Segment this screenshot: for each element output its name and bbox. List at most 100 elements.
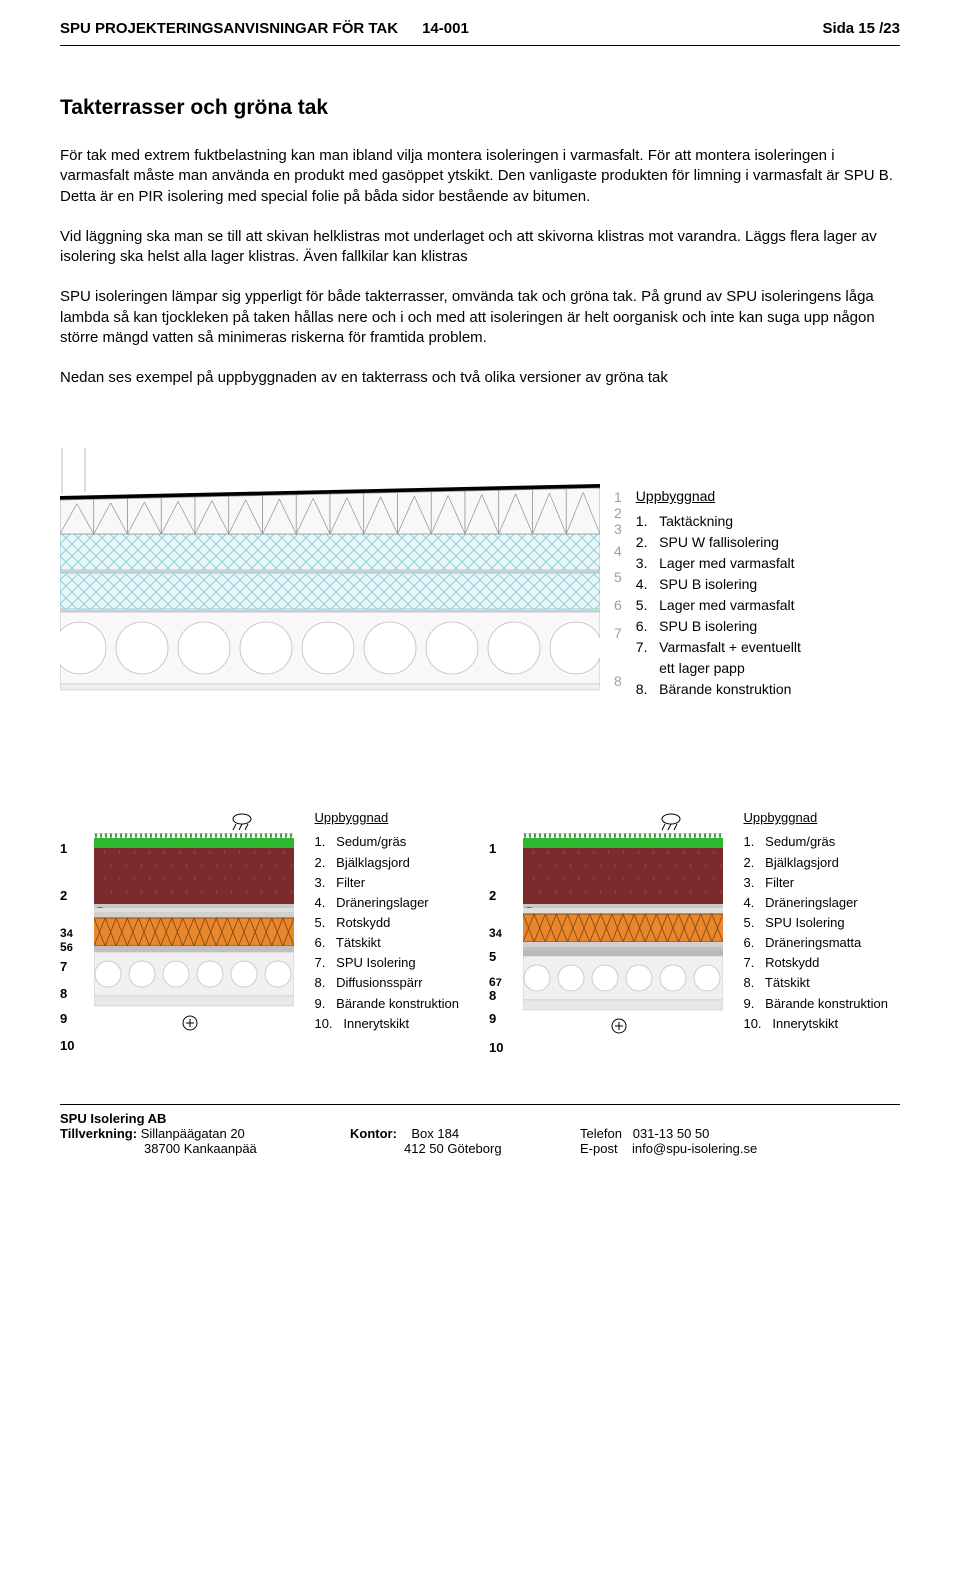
legend-item: 3. Filter xyxy=(743,873,888,893)
legend-item: 2. Bjälklagsjord xyxy=(314,853,459,873)
header-title: SPU PROJEKTERINGSANVISNINGAR FÖR TAK xyxy=(60,20,398,37)
svg-text:+: + xyxy=(139,861,144,871)
svg-text:+: + xyxy=(553,887,558,897)
legend-item: 5. SPU Isolering xyxy=(743,913,888,933)
footer-box: Box 184 xyxy=(411,1126,459,1141)
diagram-roof-terrace: 1 2 3 4 5 6 7 8 Uppbyggnad 1. Taktäcknin… xyxy=(60,448,900,708)
footer-email: info@spu-isolering.se xyxy=(632,1141,757,1156)
svg-text:+: + xyxy=(681,874,686,884)
legend-item: 7. Varmasfalt + eventuellt ett lager pap… xyxy=(636,637,801,679)
legend-item: 5. Lager med varmasfalt xyxy=(636,595,801,616)
svg-text:+: + xyxy=(162,874,167,884)
legend-item: 1. Sedum/gräs xyxy=(314,832,459,852)
svg-text:+: + xyxy=(703,887,708,897)
svg-text:+: + xyxy=(643,861,648,871)
svg-text:+: + xyxy=(576,874,581,884)
svg-text:+: + xyxy=(666,848,671,858)
svg-text:+: + xyxy=(576,848,581,858)
svg-text:+: + xyxy=(621,848,626,858)
svg-text:+: + xyxy=(666,874,671,884)
svg-text:+: + xyxy=(681,848,686,858)
svg-text:+: + xyxy=(583,887,588,897)
svg-text:+: + xyxy=(628,861,633,871)
svg-text:+: + xyxy=(583,861,588,871)
header-docnum: 14-001 xyxy=(422,20,469,37)
svg-text:+: + xyxy=(169,861,174,871)
footer-company: SPU Isolering AB xyxy=(60,1111,166,1126)
svg-text:+: + xyxy=(177,848,182,858)
legend-a: Uppbyggnad 1. Sedum/gräs2. Bjälklagsjord… xyxy=(314,808,459,1054)
diagram1-numbers: 1 2 3 4 5 6 7 8 xyxy=(614,490,622,688)
svg-text:+: + xyxy=(244,887,249,897)
legend-item: 9. Bärande konstruktion xyxy=(314,994,459,1014)
svg-text:+: + xyxy=(207,848,212,858)
legend-item: 3. Lager med varmasfalt xyxy=(636,553,801,574)
svg-text:+: + xyxy=(673,887,678,897)
legend-item: 10. Innerytskikt xyxy=(314,1014,459,1034)
svg-text:+: + xyxy=(184,861,189,871)
svg-text:+: + xyxy=(237,874,242,884)
page-header: SPU PROJEKTERINGSANVISNINGAR FÖR TAK 14-… xyxy=(60,20,900,46)
legend-item: 6. Tätskikt xyxy=(314,933,459,953)
svg-text:+: + xyxy=(696,848,701,858)
svg-text:+: + xyxy=(651,848,656,858)
svg-text:+: + xyxy=(274,887,279,897)
legend-item: 2. Bjälklagsjord xyxy=(743,853,888,873)
green-roof-b-svg: ++++++++++++++++++++++++++++++++++++++++… xyxy=(523,808,723,1048)
svg-text:+: + xyxy=(154,887,159,897)
para-3: SPU isoleringen lämpar sig ypperligt för… xyxy=(60,287,900,348)
legend-item: 6. Dräneringsmatta xyxy=(743,933,888,953)
section-title: Takterrasser och gröna tak xyxy=(60,96,900,120)
svg-text:+: + xyxy=(267,848,272,858)
svg-text:+: + xyxy=(244,861,249,871)
svg-text:+: + xyxy=(531,874,536,884)
footer-email-label: E-post xyxy=(580,1141,618,1156)
legend-item: 4. Dräneringslager xyxy=(743,893,888,913)
svg-text:+: + xyxy=(229,861,234,871)
svg-text:+: + xyxy=(132,874,137,884)
svg-text:+: + xyxy=(606,874,611,884)
svg-text:+: + xyxy=(184,887,189,897)
svg-text:+: + xyxy=(147,848,152,858)
legend-item: 1. Taktäckning xyxy=(636,511,801,532)
page-footer: SPU Isolering AB Tillverkning: Sillanpää… xyxy=(60,1104,900,1156)
svg-text:+: + xyxy=(553,861,558,871)
svg-text:+: + xyxy=(643,887,648,897)
svg-text:+: + xyxy=(154,861,159,871)
svg-text:+: + xyxy=(561,848,566,858)
svg-text:+: + xyxy=(703,861,708,871)
svg-text:+: + xyxy=(651,874,656,884)
svg-text:+: + xyxy=(613,861,618,871)
svg-text:+: + xyxy=(124,861,129,871)
svg-text:+: + xyxy=(139,887,144,897)
svg-text:+: + xyxy=(598,861,603,871)
svg-text:+: + xyxy=(102,848,107,858)
svg-text:+: + xyxy=(192,848,197,858)
svg-text:+: + xyxy=(538,887,543,897)
legend-item: 7. Rotskydd xyxy=(743,953,888,973)
legend-item: 3. Filter xyxy=(314,873,459,893)
svg-text:+: + xyxy=(274,861,279,871)
diagB-numbers: 1 2 34 5 67 8 9 10 xyxy=(489,842,503,1054)
svg-text:+: + xyxy=(117,874,122,884)
svg-text:+: + xyxy=(132,848,137,858)
svg-text:+: + xyxy=(531,848,536,858)
svg-text:+: + xyxy=(222,874,227,884)
svg-text:+: + xyxy=(711,848,716,858)
green-roof-row: 1 2 34 56 7 8 9 10 +++++++++++++++++++++… xyxy=(60,808,900,1054)
footer-manuf-label: Tillverkning: xyxy=(60,1126,137,1141)
legend-item: 8. Bärande konstruktion xyxy=(636,679,801,700)
footer-addr1: Sillanpäägatan 20 xyxy=(141,1126,245,1141)
svg-text:+: + xyxy=(591,848,596,858)
svg-text:+: + xyxy=(591,874,596,884)
svg-text:+: + xyxy=(658,861,663,871)
legend-1: Uppbyggnad 1. Taktäckning2. SPU W fallis… xyxy=(636,486,801,700)
svg-text:+: + xyxy=(568,861,573,871)
para-1: För tak med extrem fuktbelastning kan ma… xyxy=(60,146,900,207)
svg-text:+: + xyxy=(282,848,287,858)
legend-item: 5. Rotskydd xyxy=(314,913,459,933)
legend-item: 10. Innerytskikt xyxy=(743,1014,888,1034)
svg-text:+: + xyxy=(718,887,723,897)
svg-text:+: + xyxy=(109,861,114,871)
footer-office-label: Kontor: xyxy=(350,1126,397,1141)
